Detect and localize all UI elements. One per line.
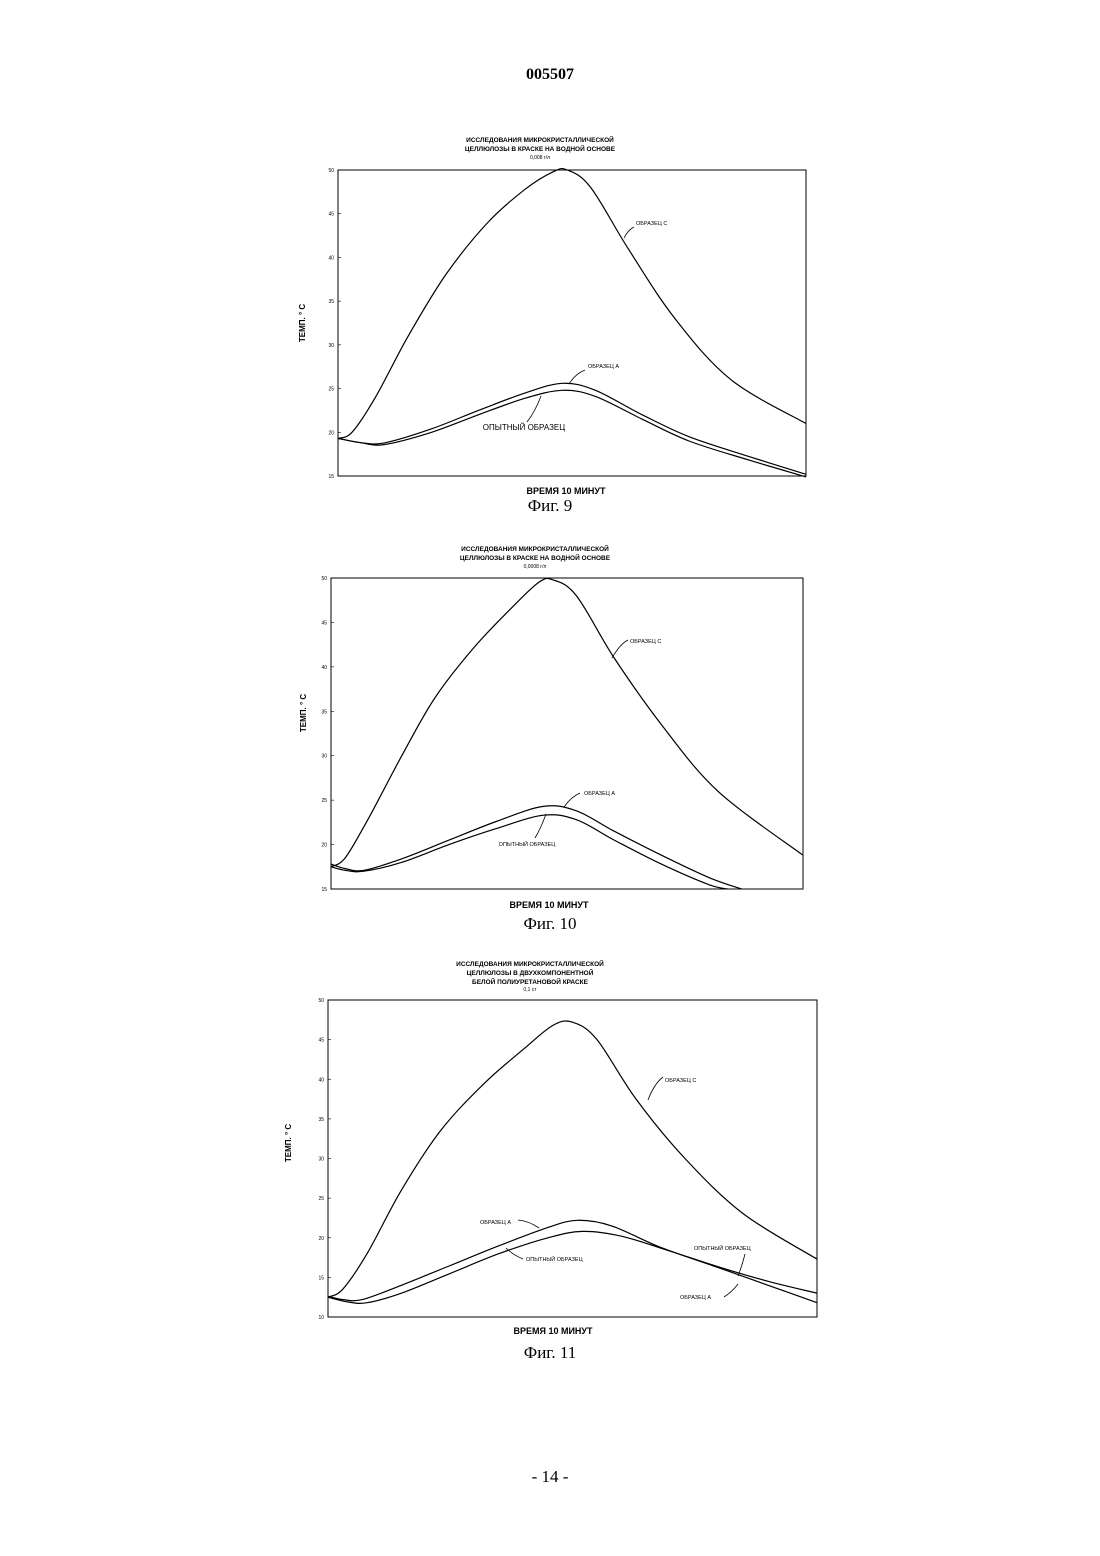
chart-3: ИССЛЕДОВАНИЯ МИКРОКРИСТАЛЛИЧЕСКОЙ ЦЕЛЛЮЛ…	[0, 0, 1100, 1370]
chart-title-line-3: БЕЛОЙ ПОЛИУРЕТАНОВОЙ КРАСКЕ	[472, 977, 589, 986]
annotation-arrow	[648, 1077, 663, 1100]
y-tick-labels: 50 45 40 35 30 25 20 15 10	[318, 998, 331, 1321]
annotation-label: ОБРАЗЕЦ А	[680, 1295, 711, 1301]
series-line-3	[328, 1231, 817, 1303]
annotation-label: ОБРАЗЕЦ С	[665, 1078, 696, 1084]
figure-caption: Фиг. 11	[0, 1343, 1100, 1363]
page-footer: - 14 -	[0, 1467, 1100, 1487]
annotation-arrow	[518, 1220, 539, 1228]
chart-title: ИССЛЕДОВАНИЯ МИКРОКРИСТАЛЛИЧЕСКОЙ ЦЕЛЛЮЛ…	[456, 959, 604, 993]
y-tick-label: 25	[318, 1196, 324, 1202]
y-tick-label: 45	[318, 1038, 324, 1044]
chart-title-line-2: ЦЕЛЛЮЛОЗЫ В ДВУХКОМПОНЕНТНОЙ	[467, 968, 594, 977]
annotation-label: ОБРАЗЕЦ А	[480, 1220, 511, 1226]
y-tick-label: 35	[318, 1117, 324, 1123]
annotation-obrazec-a-right: ОБРАЗЕЦ А	[680, 1284, 738, 1301]
y-tick-label: 10	[318, 1315, 324, 1321]
annotation-label: ОПЫТНЫЙ ОБРАЗЕЦ	[526, 1255, 583, 1263]
chart-title-line-4: 0,1 ст	[523, 987, 537, 993]
annotation-arrow	[724, 1284, 738, 1297]
annotation-arrow	[738, 1254, 745, 1276]
chart-title-line-1: ИССЛЕДОВАНИЯ МИКРОКРИСТАЛЛИЧЕСКОЙ	[456, 959, 604, 968]
y-tick-label: 20	[318, 1236, 324, 1242]
plot-frame	[328, 1000, 817, 1317]
annotation-obrazec-c: ОБРАЗЕЦ С	[648, 1077, 696, 1100]
annotation-obrazec-a-left: ОБРАЗЕЦ А	[480, 1220, 539, 1228]
annotation-experimental-right: ОПЫТНЫЙ ОБРАЗЕЦ	[694, 1244, 751, 1276]
annotation-label: ОПЫТНЫЙ ОБРАЗЕЦ	[694, 1244, 751, 1252]
y-tick-label: 50	[318, 998, 324, 1004]
series-line-1	[328, 1021, 817, 1297]
y-tick-label: 15	[318, 1275, 324, 1281]
annotation-experimental-left: ОПЫТНЫЙ ОБРАЗЕЦ	[506, 1248, 583, 1263]
y-tick-label: 40	[318, 1077, 324, 1083]
x-axis-label: ВРЕМЯ 10 МИНУТ	[513, 1326, 593, 1336]
y-tick-label: 30	[318, 1157, 324, 1163]
y-axis-label: ТЕМП. ° С	[284, 1124, 293, 1163]
